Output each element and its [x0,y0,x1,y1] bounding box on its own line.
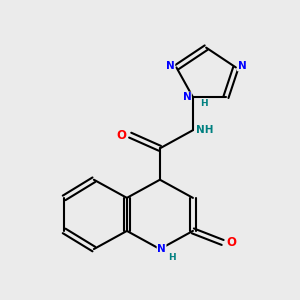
Text: N: N [182,92,191,102]
Text: N: N [157,244,166,254]
Text: O: O [116,129,126,142]
Text: N: N [238,61,246,71]
Text: H: H [168,253,176,262]
Text: N: N [166,61,175,71]
Text: O: O [226,236,237,249]
Text: H: H [200,99,208,108]
Text: NH: NH [196,125,213,135]
